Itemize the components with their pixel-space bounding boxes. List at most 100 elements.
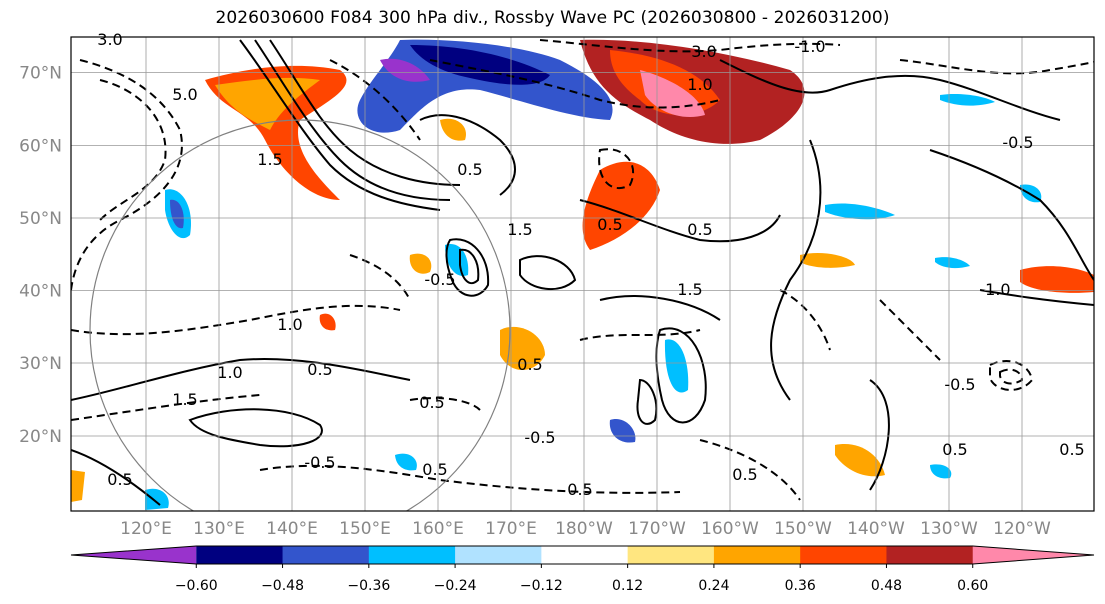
warm-anomaly [1020,266,1094,293]
colorbar-tick-label: 0.60 [957,578,988,594]
colorbar-tick-label: −0.12 [520,578,563,594]
cool-anomaly [930,464,952,479]
contour-label: 0.5 [517,355,542,374]
colorbar-swatch [71,546,197,564]
dashed-contours [71,39,1094,501]
colorbar-swatch [713,546,801,564]
cool-anomaly [395,453,417,471]
warm-anomaly [835,444,885,477]
contour-label: 0.5 [687,220,712,239]
warm-anomaly [71,470,85,502]
cool-anomaly [380,58,430,82]
cool-anomaly [664,339,689,393]
contour-label: -0.5 [944,375,975,394]
colorbar-swatch [541,546,629,564]
lon-label: 160°E [412,519,464,539]
cool-anomaly [935,257,970,269]
contour-label: 0.5 [567,480,592,499]
lat-label: 70°N [19,64,62,84]
solid-contours [71,39,1094,506]
colorbar-tick-label: −0.36 [347,578,390,594]
contour-label: 1.0 [217,363,242,382]
contour-label: -0.5 [1002,133,1033,152]
contour-label: 0.5 [732,465,757,484]
contour-label: 3.0 [97,30,122,49]
colorbar-swatch [282,546,370,564]
colorbar-tick-label: −0.60 [175,578,218,594]
colorbar-swatch [455,546,542,564]
cool-anomaly [609,419,636,443]
cool-anomaly [410,45,550,85]
contour-label: -0.5 [424,270,455,289]
reference-circle [89,119,511,511]
lon-label: 160°W [701,519,759,539]
colorbar-tick-label: 0.24 [698,578,729,594]
warm-anomaly [319,313,336,331]
colorbar-swatch [627,546,715,564]
lon-label: 170°E [485,519,537,539]
lat-label: 60°N [19,137,62,157]
shading-layer [71,39,1094,511]
gridlines [71,37,1094,511]
contour-label: 0.5 [457,160,482,179]
contour-label: -1.0 [794,37,825,56]
cool-anomaly [145,488,169,510]
lat-label: 20°N [19,427,62,447]
contour-label: 0.5 [422,460,447,479]
colorbar-tick-label: 0.36 [785,578,816,594]
contour-label: 5.0 [172,85,197,104]
lon-label: 120°W [993,519,1051,539]
cool-anomaly [825,203,895,220]
lat-label: 50°N [19,209,62,229]
contour-label: 1.5 [507,220,532,239]
contour-label: -0.5 [304,453,335,472]
lat-label: 30°N [19,354,62,374]
warm-anomaly [800,253,855,268]
colorbar-tick-label: 0.48 [871,578,902,594]
contour-label: 1.0 [687,75,712,94]
contour-label: 0.5 [942,440,967,459]
lon-label: 140°E [266,519,318,539]
lon-label: 130°W [920,519,978,539]
contour-label: 0.5 [107,470,132,489]
colorbar: −0.60 −0.48 −0.36 −0.24 −0.12 0.12 0.24 0.36 0.4… [70,545,1095,594]
contour-label: 0.5 [419,393,444,412]
colorbar-tick-label: 0.12 [612,578,643,594]
colorbar-swatch [196,546,284,564]
colorbar-swatch [886,546,974,564]
lon-label: 130°E [193,519,245,539]
contour-label: 3.0 [691,42,716,61]
lon-label: 150°E [339,519,391,539]
colorbar-swatch [972,546,1094,564]
lat-label: 40°N [19,282,62,302]
warm-anomaly [440,118,466,141]
lon-label: 170°W [628,519,686,539]
longitude-labels: 120°E 130°E 140°E 150°E 160°E 170°E 180°W 170°W… [120,519,1051,539]
latitude-labels: 70°N 60°N 50°N 40°N 30°N 20°N [19,64,62,448]
colorbar-tick-label: −0.24 [434,578,477,594]
colorbar-tick-label: −0.48 [261,578,304,594]
lon-label: 140°W [847,519,905,539]
colorbar-swatch [800,546,887,564]
lon-label: 180°W [555,519,613,539]
lon-label: 120°E [120,519,172,539]
lon-label: 150°W [774,519,832,539]
contour-label: -0.5 [524,428,555,447]
cool-anomaly [357,39,613,133]
cool-anomaly [445,244,469,276]
cool-anomaly [170,199,184,229]
contour-label: 1.5 [257,150,282,169]
contour-label: 0.5 [1059,440,1084,459]
contour-label: 0.5 [597,215,622,234]
contour-label: -1.0 [979,280,1010,299]
contour-label: 1.5 [677,280,702,299]
contour-labels: 3.0 3.0 -1.0 5.0 0.5 1.5 0.5 0.5 1.5 1.0 1.0 0.5 1.5… [97,30,1084,499]
contour-label: 1.5 [172,390,197,409]
colorbar-swatch [368,546,456,564]
warm-anomaly [215,77,320,130]
warm-anomaly [582,161,660,250]
contour-label: 1.0 [277,315,302,334]
map-title: 2026030600 F084 300 hPa div., Rossby Wav… [215,8,890,28]
warm-anomaly [409,253,432,274]
